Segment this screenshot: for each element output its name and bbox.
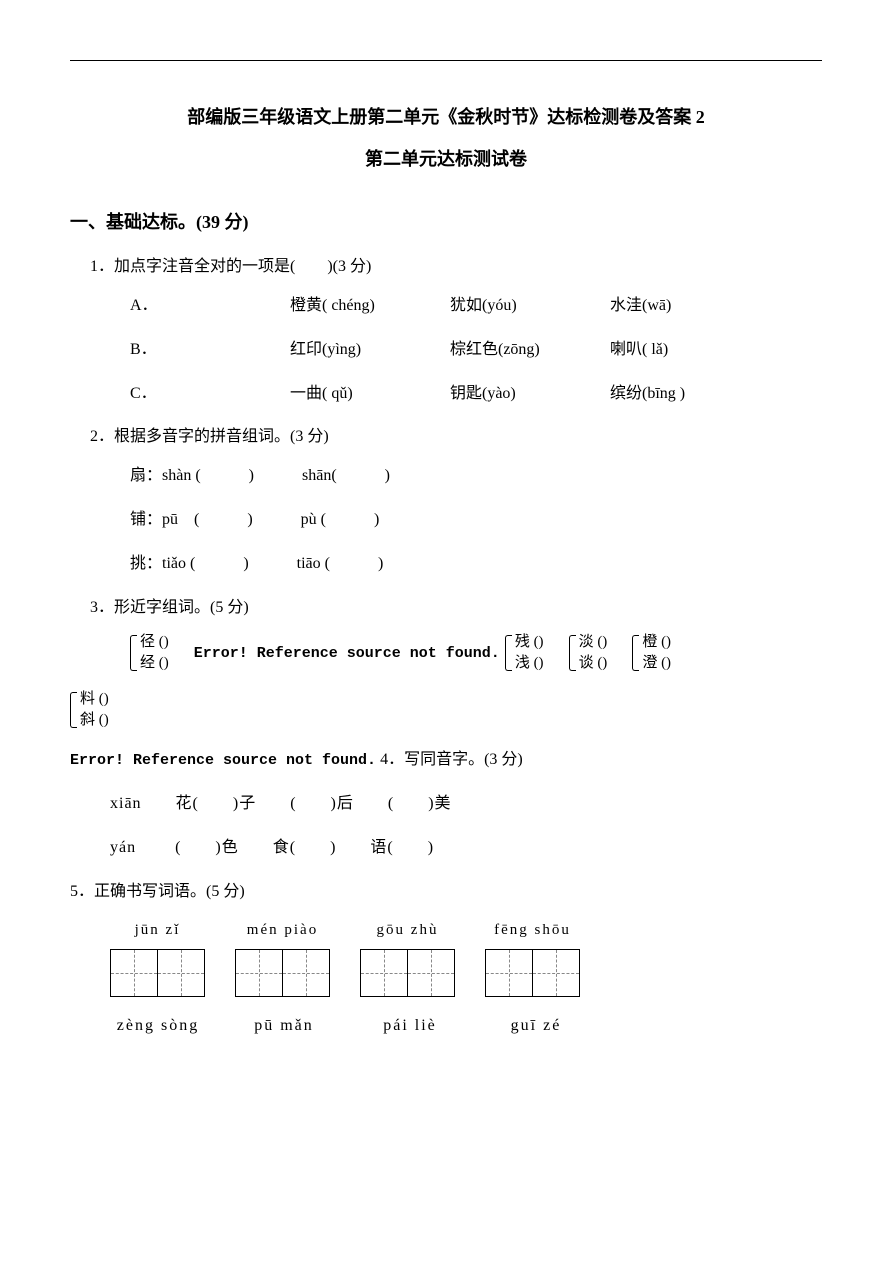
tianzige-cell — [485, 949, 533, 997]
q5-pinyin-6: pū mǎn — [236, 1012, 332, 1041]
question-2-text: 2．根据多音字的拼音组词。(3 分) — [90, 423, 822, 452]
question-5-text: 5．正确书写词语。(5 分) — [70, 878, 822, 907]
section-1-header: 一、基础达标。(39 分) — [70, 206, 822, 238]
q5-pinyin-8: guī zé — [488, 1012, 584, 1041]
tianzige-cell — [360, 949, 408, 997]
option-c-item3: 缤纷(bīng ) — [610, 380, 770, 409]
question-2-lines: 扇：shàn ( ) shān( ) 铺：pū ( ) pù ( ) 挑：tiǎ… — [90, 462, 822, 578]
tianzige-cell — [532, 949, 580, 997]
tianzige-cell — [282, 949, 330, 997]
question-2: 2．根据多音字的拼音组词。(3 分) 扇：shàn ( ) shān( ) 铺：… — [70, 423, 822, 578]
option-b: B．红印(yìng) 棕红色(zōng) 喇叭( lǎ) — [130, 336, 822, 365]
option-b-item3: 喇叭( lǎ) — [610, 336, 770, 365]
error-ref-2: Error! Reference source not found. — [70, 752, 376, 769]
option-a-label: A．橙黄( chéng) — [130, 292, 450, 321]
tianzige-pair — [110, 949, 205, 997]
question-3-text: 3．形近字组词。(5 分) — [90, 594, 822, 623]
pair-1: 径 () 经 () — [130, 632, 169, 674]
question-3-pairs: 径 () 经 () Error! Reference source not fo… — [90, 632, 822, 674]
question-1-options: A．橙黄( chéng) 犹如(yóu) 水洼(wā) B．红印(yìng) 棕… — [90, 292, 822, 408]
option-c-label: C．一曲( qǔ) — [130, 380, 450, 409]
pair-5-wrapper: 料 () 斜 () — [70, 689, 822, 731]
question-4-text: 4．写同音字。(3 分) — [380, 751, 523, 768]
pair-2: 残 () 浅 () — [505, 632, 544, 674]
question-5: 5．正确书写词语。(5 分) jūn zǐ mén piào gōu zhù — [70, 878, 822, 1041]
tianzige-pair — [235, 949, 330, 997]
q2-line-2: 铺：pū ( ) pù ( ) — [130, 506, 822, 535]
document-title: 部编版三年级语文上册第二单元《金秋时节》达标检测卷及答案 2 — [70, 101, 822, 133]
q4-line-2: yán ( )色 食( ) 语( ) — [110, 834, 822, 863]
q2-line-1: 扇：shàn ( ) shān( ) — [130, 462, 822, 491]
q5-box-4: fēng shōu — [485, 917, 580, 997]
option-a-item3: 水洼(wā) — [610, 292, 770, 321]
question-4-header: Error! Reference source not found. 4．写同音… — [70, 746, 822, 775]
question-1: 1．加点字注音全对的一项是( )(3 分) A．橙黄( chéng) 犹如(yó… — [70, 253, 822, 408]
tianzige-cell — [110, 949, 158, 997]
pair-4: 橙 () 澄 () — [632, 632, 671, 674]
question-4-lines: xiān 花( )子 ( )后 ( )美 yán ( )色 食( ) 语( ) — [70, 790, 822, 863]
pair-3: 淡 () 谈 () — [569, 632, 608, 674]
question-3: 3．形近字组词。(5 分) 径 () 经 () Error! Reference… — [70, 594, 822, 675]
tianzige-pair — [485, 949, 580, 997]
tianzige-cell — [157, 949, 205, 997]
q2-line-3: 挑：tiǎo ( ) tiāo ( ) — [130, 550, 822, 579]
q5-box-1: jūn zǐ — [110, 917, 205, 997]
tianzige-cell — [235, 949, 283, 997]
option-c-item2: 钥匙(yào) — [450, 380, 610, 409]
q5-row-2: zèng sòng pū mǎn pái liè guī zé — [70, 1012, 822, 1041]
tianzige-cell — [407, 949, 455, 997]
q5-pinyin-5: zèng sòng — [110, 1012, 206, 1041]
q5-row-1: jūn zǐ mén piào gōu zhù fēng shōu — [70, 917, 822, 997]
option-c: C．一曲( qǔ) 钥匙(yào) 缤纷(bīng ) — [130, 380, 822, 409]
pair-5: 料 () 斜 () — [70, 689, 109, 731]
q5-pinyin-7: pái liè — [362, 1012, 458, 1041]
q4-line-1: xiān 花( )子 ( )后 ( )美 — [110, 790, 822, 819]
option-a-item2: 犹如(yóu) — [450, 292, 610, 321]
error-ref-1: Error! Reference source not found. — [194, 640, 500, 667]
option-b-label: B．红印(yìng) — [130, 336, 450, 365]
tianzige-pair — [360, 949, 455, 997]
question-1-text: 1．加点字注音全对的一项是( )(3 分) — [90, 253, 822, 282]
q5-box-3: gōu zhù — [360, 917, 455, 997]
top-divider — [70, 60, 822, 61]
document-subtitle: 第二单元达标测试卷 — [70, 143, 822, 175]
q5-box-2: mén piào — [235, 917, 330, 997]
option-b-item2: 棕红色(zōng) — [450, 336, 610, 365]
option-a: A．橙黄( chéng) 犹如(yóu) 水洼(wā) — [130, 292, 822, 321]
